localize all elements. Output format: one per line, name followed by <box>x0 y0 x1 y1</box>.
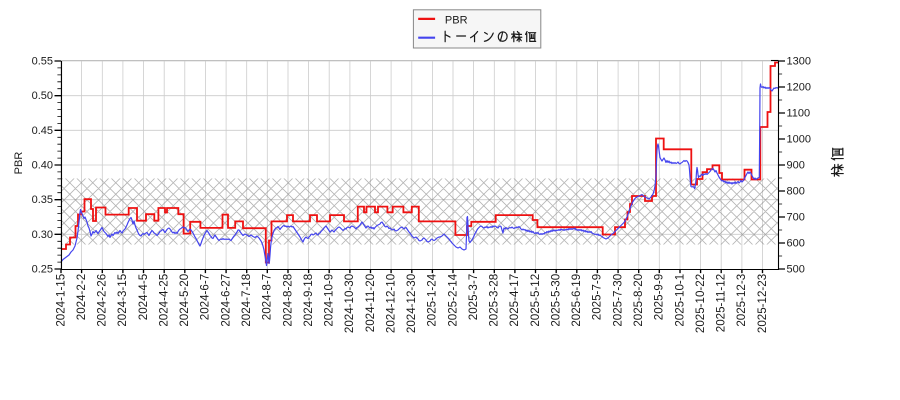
svg-text:2024-4-25: 2024-4-25 <box>158 274 171 327</box>
svg-text:1200: 1200 <box>787 82 811 94</box>
svg-text:2025-5-12: 2025-5-12 <box>529 274 542 327</box>
svg-text:500: 500 <box>787 264 805 276</box>
svg-text:2025-10-1: 2025-10-1 <box>673 274 686 327</box>
svg-text:PBR: PBR <box>13 152 25 175</box>
svg-text:800: 800 <box>787 186 805 198</box>
svg-text:2024-12-10: 2024-12-10 <box>384 274 397 333</box>
svg-text:900: 900 <box>787 160 805 172</box>
svg-text:0.30: 0.30 <box>32 229 53 241</box>
svg-text:2024-10-30: 2024-10-30 <box>343 274 356 333</box>
svg-text:2025-3-7: 2025-3-7 <box>467 274 480 320</box>
svg-text:2025-8-20: 2025-8-20 <box>632 274 645 327</box>
svg-text:1000: 1000 <box>787 134 811 146</box>
svg-text:2025-12-3: 2025-12-3 <box>735 274 748 327</box>
svg-text:2024-12-30: 2024-12-30 <box>405 274 418 333</box>
svg-text:2024-2-2: 2024-2-2 <box>75 274 88 320</box>
svg-text:PBR: PBR <box>445 14 468 26</box>
svg-text:2024-10-9: 2024-10-9 <box>323 274 336 327</box>
svg-text:2025-5-30: 2025-5-30 <box>550 274 563 327</box>
svg-text:2024-8-7: 2024-8-7 <box>261 274 274 320</box>
svg-text:1300: 1300 <box>787 56 811 68</box>
svg-text:2024-4-5: 2024-4-5 <box>137 274 150 320</box>
svg-text:2025-7-30: 2025-7-30 <box>611 274 624 327</box>
svg-text:2024-11-20: 2024-11-20 <box>364 274 377 332</box>
svg-text:2025-4-17: 2025-4-17 <box>508 274 521 327</box>
svg-text:0.50: 0.50 <box>32 90 53 102</box>
svg-text:600: 600 <box>787 238 805 250</box>
svg-text:2024-6-7: 2024-6-7 <box>199 274 212 320</box>
svg-text:2024-5-20: 2024-5-20 <box>178 274 191 327</box>
svg-text:0.40: 0.40 <box>32 160 53 172</box>
svg-text:0.35: 0.35 <box>32 194 53 206</box>
svg-text:0.45: 0.45 <box>32 125 53 137</box>
svg-text:1100: 1100 <box>787 108 811 120</box>
svg-text:2025-11-12: 2025-11-12 <box>715 274 728 332</box>
svg-text:2025-10-22: 2025-10-22 <box>694 274 707 333</box>
svg-text:2024-2-26: 2024-2-26 <box>96 274 109 327</box>
svg-text:2025-1-24: 2025-1-24 <box>426 273 439 326</box>
svg-text:2024-9-18: 2024-9-18 <box>302 274 315 327</box>
svg-text:700: 700 <box>787 212 805 224</box>
svg-text:2025-2-14: 2025-2-14 <box>446 273 459 326</box>
svg-text:2025-12-23: 2025-12-23 <box>756 274 769 333</box>
svg-text:0.55: 0.55 <box>32 56 53 68</box>
svg-text:2025-3-28: 2025-3-28 <box>488 274 501 327</box>
svg-text:2025-7-9: 2025-7-9 <box>591 274 604 320</box>
svg-text:0.25: 0.25 <box>32 264 53 276</box>
svg-text:2024-3-15: 2024-3-15 <box>116 274 129 327</box>
svg-text:2025-9-9: 2025-9-9 <box>653 274 666 320</box>
svg-text:2025-6-19: 2025-6-19 <box>570 274 583 327</box>
svg-text:2024-8-28: 2024-8-28 <box>281 274 294 327</box>
svg-text:2024-6-27: 2024-6-27 <box>219 274 232 327</box>
svg-text:2024-7-18: 2024-7-18 <box>240 274 253 327</box>
svg-text:2024-1-15: 2024-1-15 <box>54 274 67 327</box>
